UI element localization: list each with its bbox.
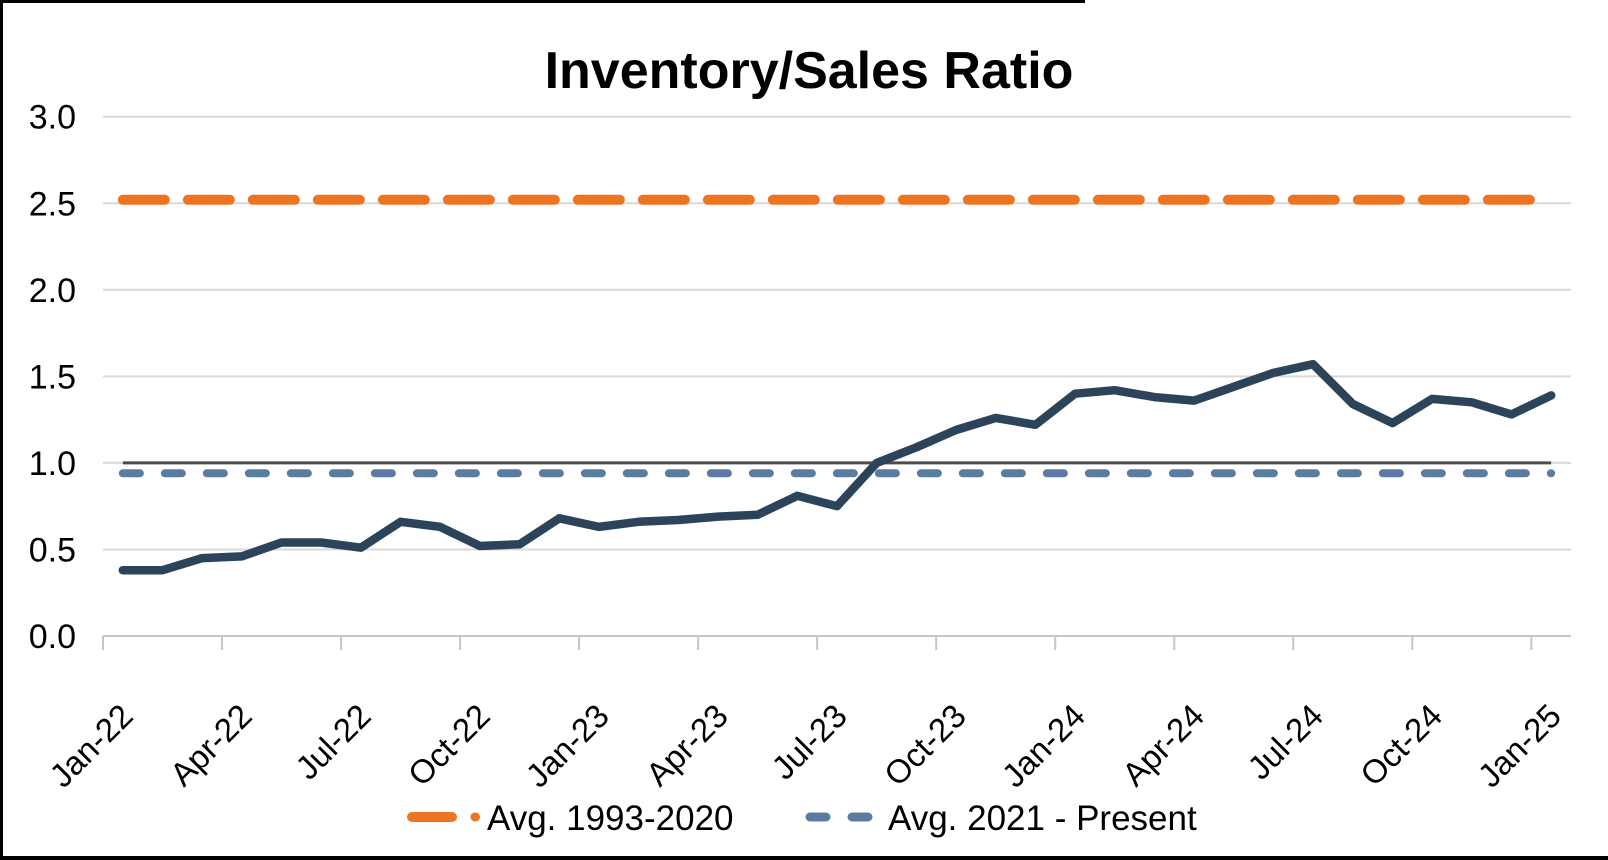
legend-item-avg-2021-present: Avg. 2021 - Present <box>805 799 1197 838</box>
inventory-sales-monthly-line <box>118 359 1556 575</box>
bottom-border <box>0 856 1608 860</box>
x-axis <box>102 635 1571 650</box>
x-axis-labels: Jan-22 Apr-22 Jul-22 Oct-22 Jan-23 Apr-23 Jul-… <box>42 697 1568 795</box>
x-axis-label: Apr-23 <box>639 697 735 793</box>
y-axis-label: 1.0 <box>29 445 76 483</box>
plot-series <box>117 194 1557 575</box>
x-axis-label: Jul-22 <box>288 697 378 787</box>
x-axis-label: Apr-22 <box>163 697 259 793</box>
y-axis-label: 2.0 <box>29 272 76 310</box>
x-axis-label: Oct-22 <box>401 697 497 793</box>
chart-title: Inventory/Sales Ratio <box>545 42 1074 100</box>
y-axis-label: 2.5 <box>29 185 76 223</box>
y-axis-label: 1.5 <box>29 358 76 396</box>
x-axis-label: Apr-24 <box>1115 697 1211 793</box>
x-axis-label: Jul-23 <box>764 697 854 787</box>
left-border <box>0 0 3 860</box>
x-axis-label: Jan-24 <box>994 697 1092 795</box>
y-axis-label: 3.0 <box>29 99 76 137</box>
x-axis-label: Oct-23 <box>877 697 973 793</box>
legend-avg-2021-present-label: Avg. 2021 - Present <box>888 799 1197 838</box>
x-axis-label: Jan-25 <box>1471 697 1569 795</box>
y-axis-label: 0.0 <box>29 618 76 656</box>
x-axis-label: Jan-23 <box>518 697 616 795</box>
legend-avg-1993-2020-label: Avg. 1993-2020 <box>487 799 734 838</box>
top-border <box>0 0 1085 3</box>
gridlines <box>103 115 1571 637</box>
x-axis-label: Jan-22 <box>42 697 140 795</box>
y-axis-labels: 3.0 2.5 2.0 1.5 1.0 0.5 0.0 <box>29 99 76 656</box>
legend-item-avg-1993-2020: Avg. 1993-2020 <box>407 799 734 838</box>
y-axis-label: 0.5 <box>29 531 76 569</box>
legend: Avg. 1993-2020 Avg. 2021 - Present <box>407 799 1197 838</box>
x-axis-label: Jul-24 <box>1240 697 1330 787</box>
x-axis-label: Oct-24 <box>1353 697 1449 793</box>
